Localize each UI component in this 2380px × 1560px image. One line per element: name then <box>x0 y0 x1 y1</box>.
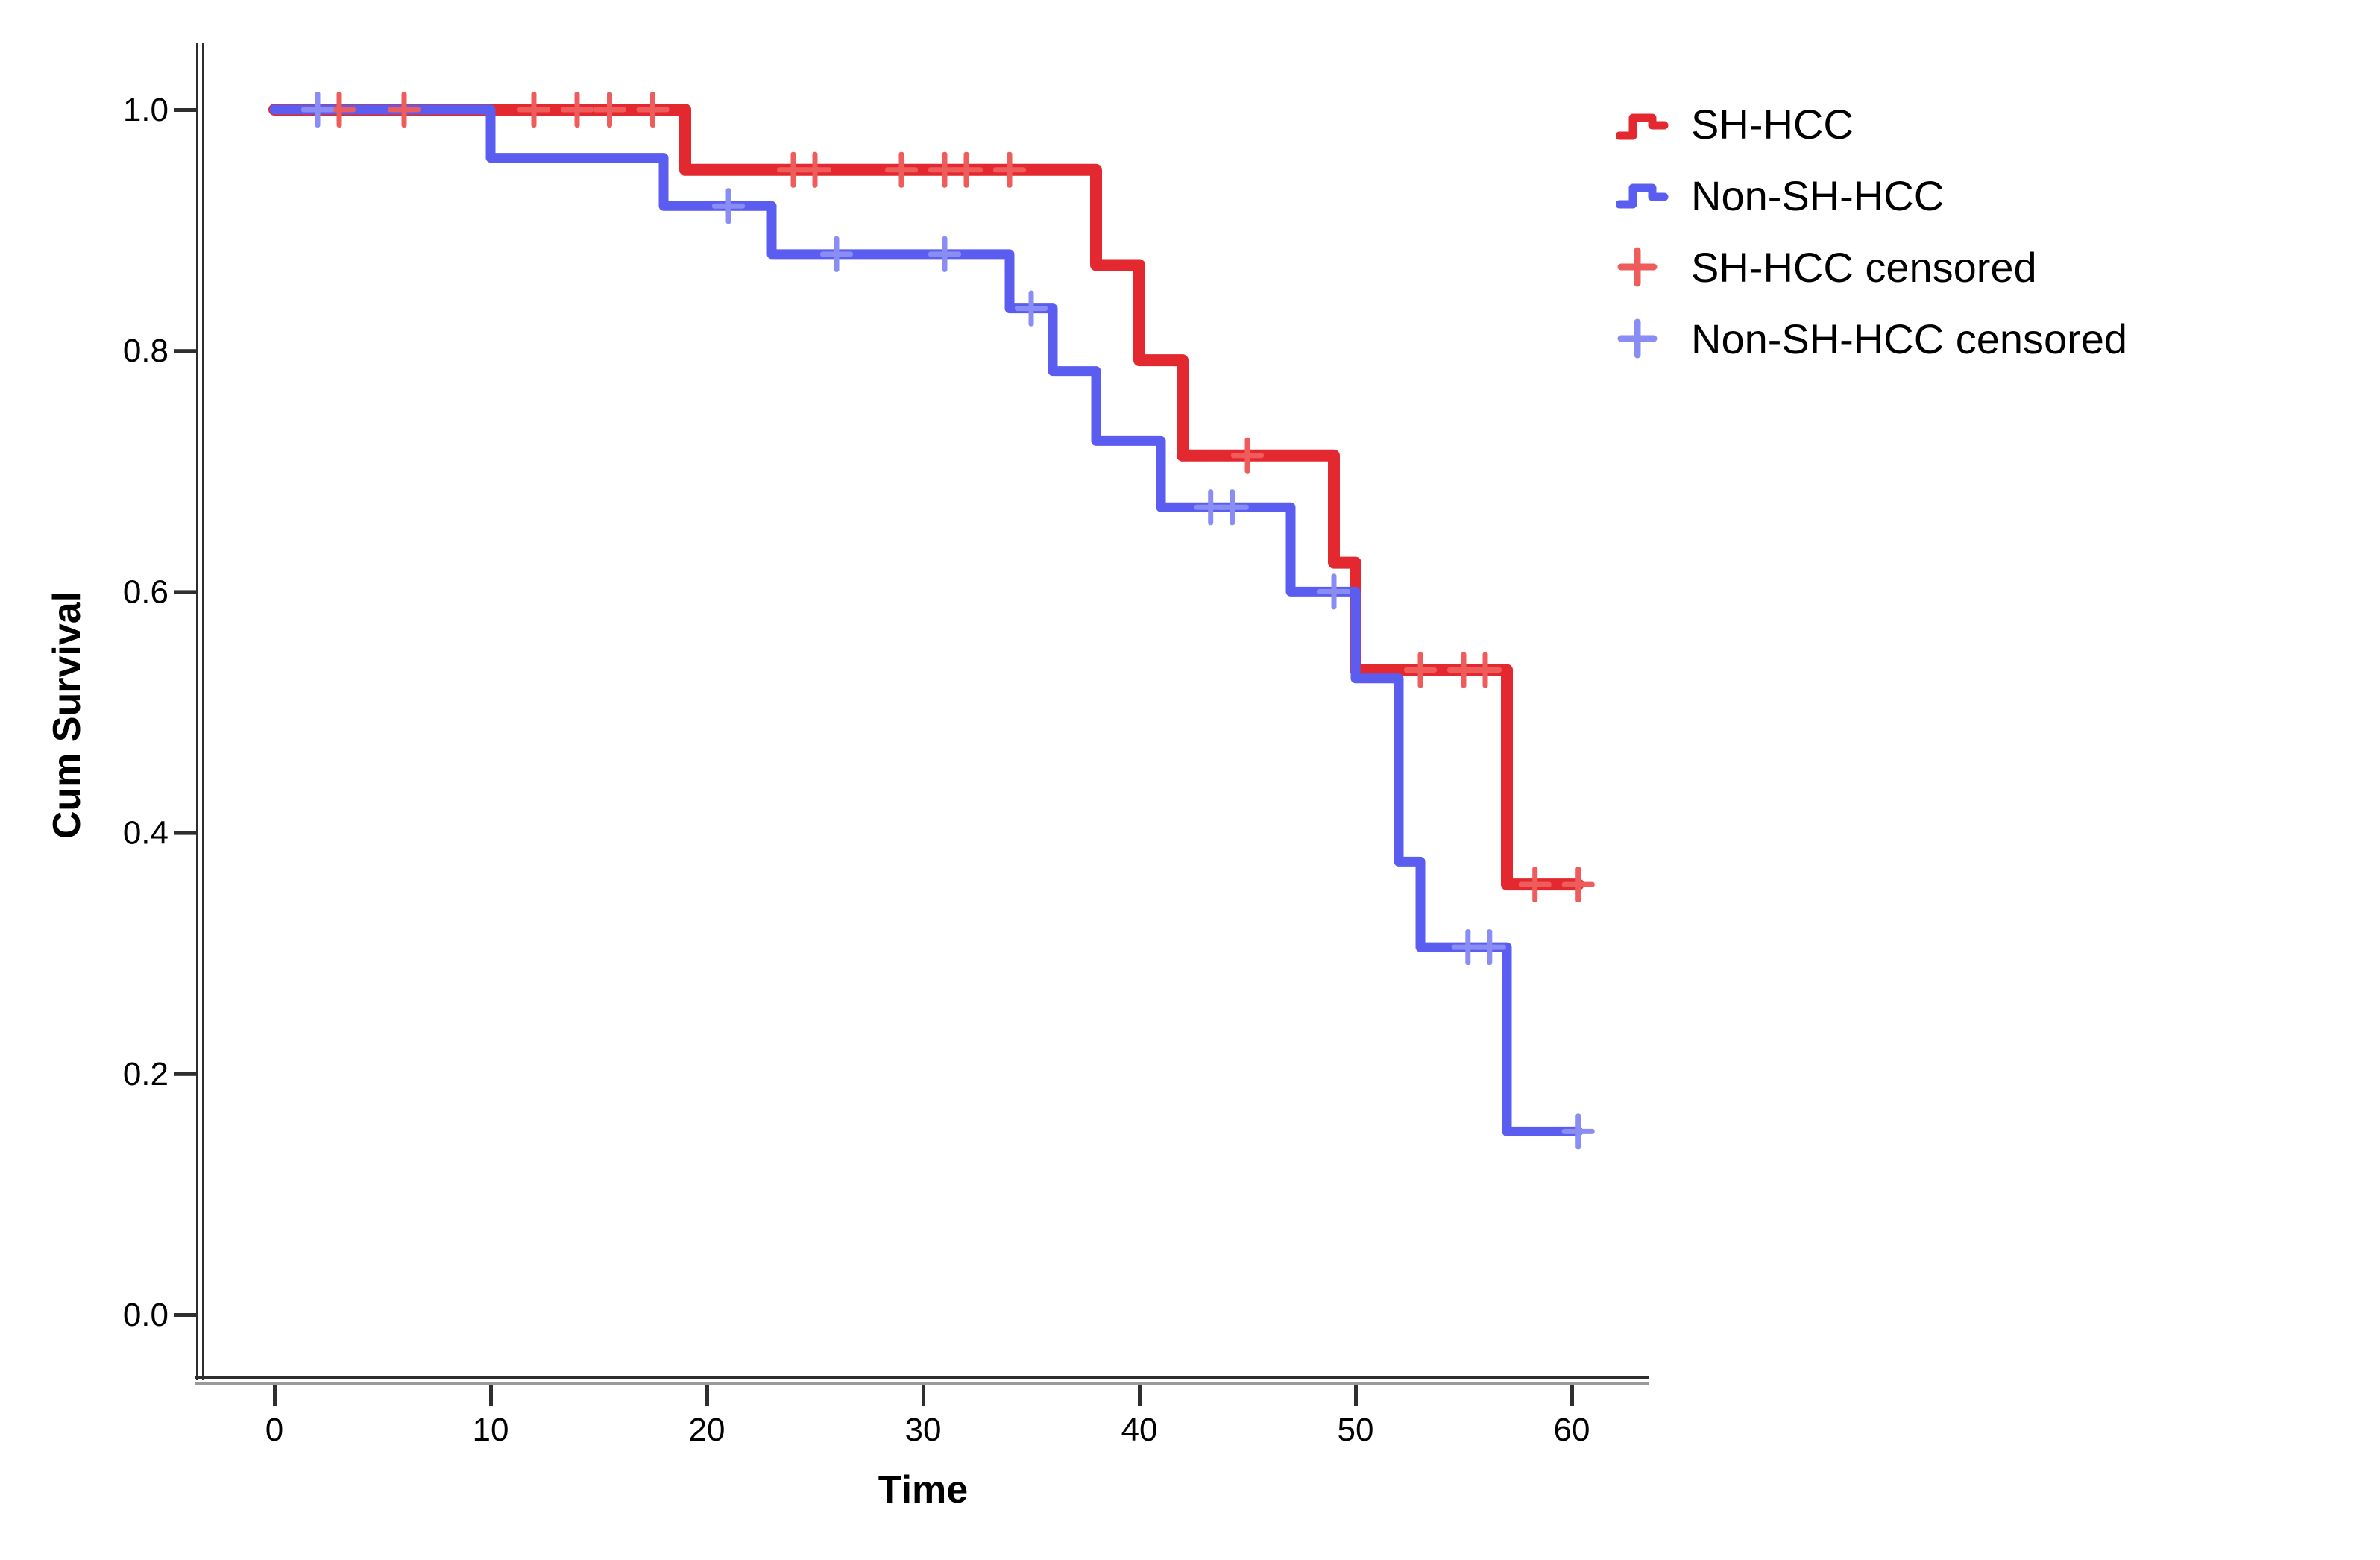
x-tick-label: 10 <box>473 1412 509 1448</box>
plus-red-icon <box>1616 246 1691 288</box>
censor-mark-non-sh-hcc <box>712 188 745 224</box>
x-tick-label: 50 <box>1338 1412 1374 1448</box>
censor-mark-sh-hcc <box>593 92 626 128</box>
censor-mark-sh-hcc <box>1469 652 1502 688</box>
legend-label: SH-HCC censored <box>1691 243 2037 291</box>
censor-mark-sh-hcc <box>517 92 550 128</box>
censor-mark-non-sh-hcc <box>1561 1113 1595 1150</box>
x-tick <box>922 1385 925 1406</box>
censor-mark-sh-hcc <box>993 151 1026 188</box>
censor-mark-non-sh-hcc <box>1318 573 1350 610</box>
censor-mark-sh-hcc <box>950 151 983 188</box>
y-tick <box>174 108 197 112</box>
legend-label: Non-SH-HCC censored <box>1691 315 2128 362</box>
x-axis-shadow <box>195 1382 1649 1385</box>
censor-mark-sh-hcc <box>561 92 594 128</box>
survival-curve-non-sh-hcc <box>269 104 1584 1136</box>
censor-mark-non-sh-hcc <box>928 236 961 272</box>
y-tick-label: 0.8 <box>123 333 169 369</box>
censor-mark-sh-hcc <box>799 151 831 188</box>
y-tick <box>174 590 197 594</box>
legend-label: Non-SH-HCC <box>1691 172 1945 219</box>
x-tick-label: 0 <box>265 1412 283 1448</box>
x-tick <box>489 1385 493 1406</box>
censor-mark-non-sh-hcc <box>820 236 853 272</box>
legend-item-sh-hcc: SH-HCC <box>1616 88 2127 160</box>
y-axis-line <box>196 43 198 1380</box>
censor-mark-non-sh-hcc <box>301 92 334 128</box>
x-axis-line <box>195 1376 1649 1379</box>
legend: SH-HCC Non-SH-HCC SH-HCC censored <box>1616 88 2127 374</box>
y-axis-line-inner <box>202 43 204 1380</box>
x-tick-label: 30 <box>905 1412 942 1448</box>
y-axis-title: Cum Survival <box>45 591 89 840</box>
censor-mark-sh-hcc <box>1231 437 1264 474</box>
step-line-red-icon <box>1616 103 1691 145</box>
censor-mark-non-sh-hcc <box>1473 929 1506 966</box>
y-tick <box>174 1072 197 1076</box>
censor-mark-sh-hcc <box>388 92 421 128</box>
censor-mark-non-sh-hcc <box>1215 489 1249 526</box>
censor-mark-sh-hcc <box>1561 867 1595 903</box>
x-tick-label: 40 <box>1121 1412 1158 1448</box>
x-tick <box>1354 1385 1358 1406</box>
step-line-blue-icon <box>1616 174 1691 216</box>
plus-blue-icon <box>1616 318 1691 359</box>
censor-mark-non-sh-hcc <box>1015 290 1048 327</box>
legend-item-sh-hcc-censored: SH-HCC censored <box>1616 231 2127 303</box>
y-tick-label: 1.0 <box>123 92 169 128</box>
censor-mark-sh-hcc <box>1518 867 1552 903</box>
x-tick-label: 60 <box>1554 1412 1590 1448</box>
x-tick-label: 20 <box>689 1412 725 1448</box>
legend-label: SH-HCC <box>1691 100 1854 148</box>
censor-mark-sh-hcc <box>1404 652 1437 688</box>
x-tick <box>273 1385 277 1406</box>
x-tick <box>1138 1385 1142 1406</box>
y-tick-label: 0.2 <box>123 1056 169 1092</box>
x-tick <box>1570 1385 1574 1406</box>
y-tick-label: 0.4 <box>123 815 169 852</box>
legend-item-non-sh-hcc-censored: Non-SH-HCC censored <box>1616 303 2127 374</box>
censor-mark-sh-hcc <box>636 92 670 128</box>
x-tick <box>705 1385 709 1406</box>
y-tick-label: 0.6 <box>123 573 169 610</box>
y-tick-label: 0.0 <box>123 1297 169 1333</box>
survival-curve-sh-hcc <box>268 104 1584 891</box>
y-tick <box>174 1313 197 1317</box>
legend-item-non-sh-hcc: Non-SH-HCC <box>1616 160 2127 231</box>
x-axis-title: Time <box>878 1468 969 1512</box>
censor-mark-sh-hcc <box>885 151 918 188</box>
y-tick <box>174 831 197 835</box>
y-tick <box>174 349 197 353</box>
